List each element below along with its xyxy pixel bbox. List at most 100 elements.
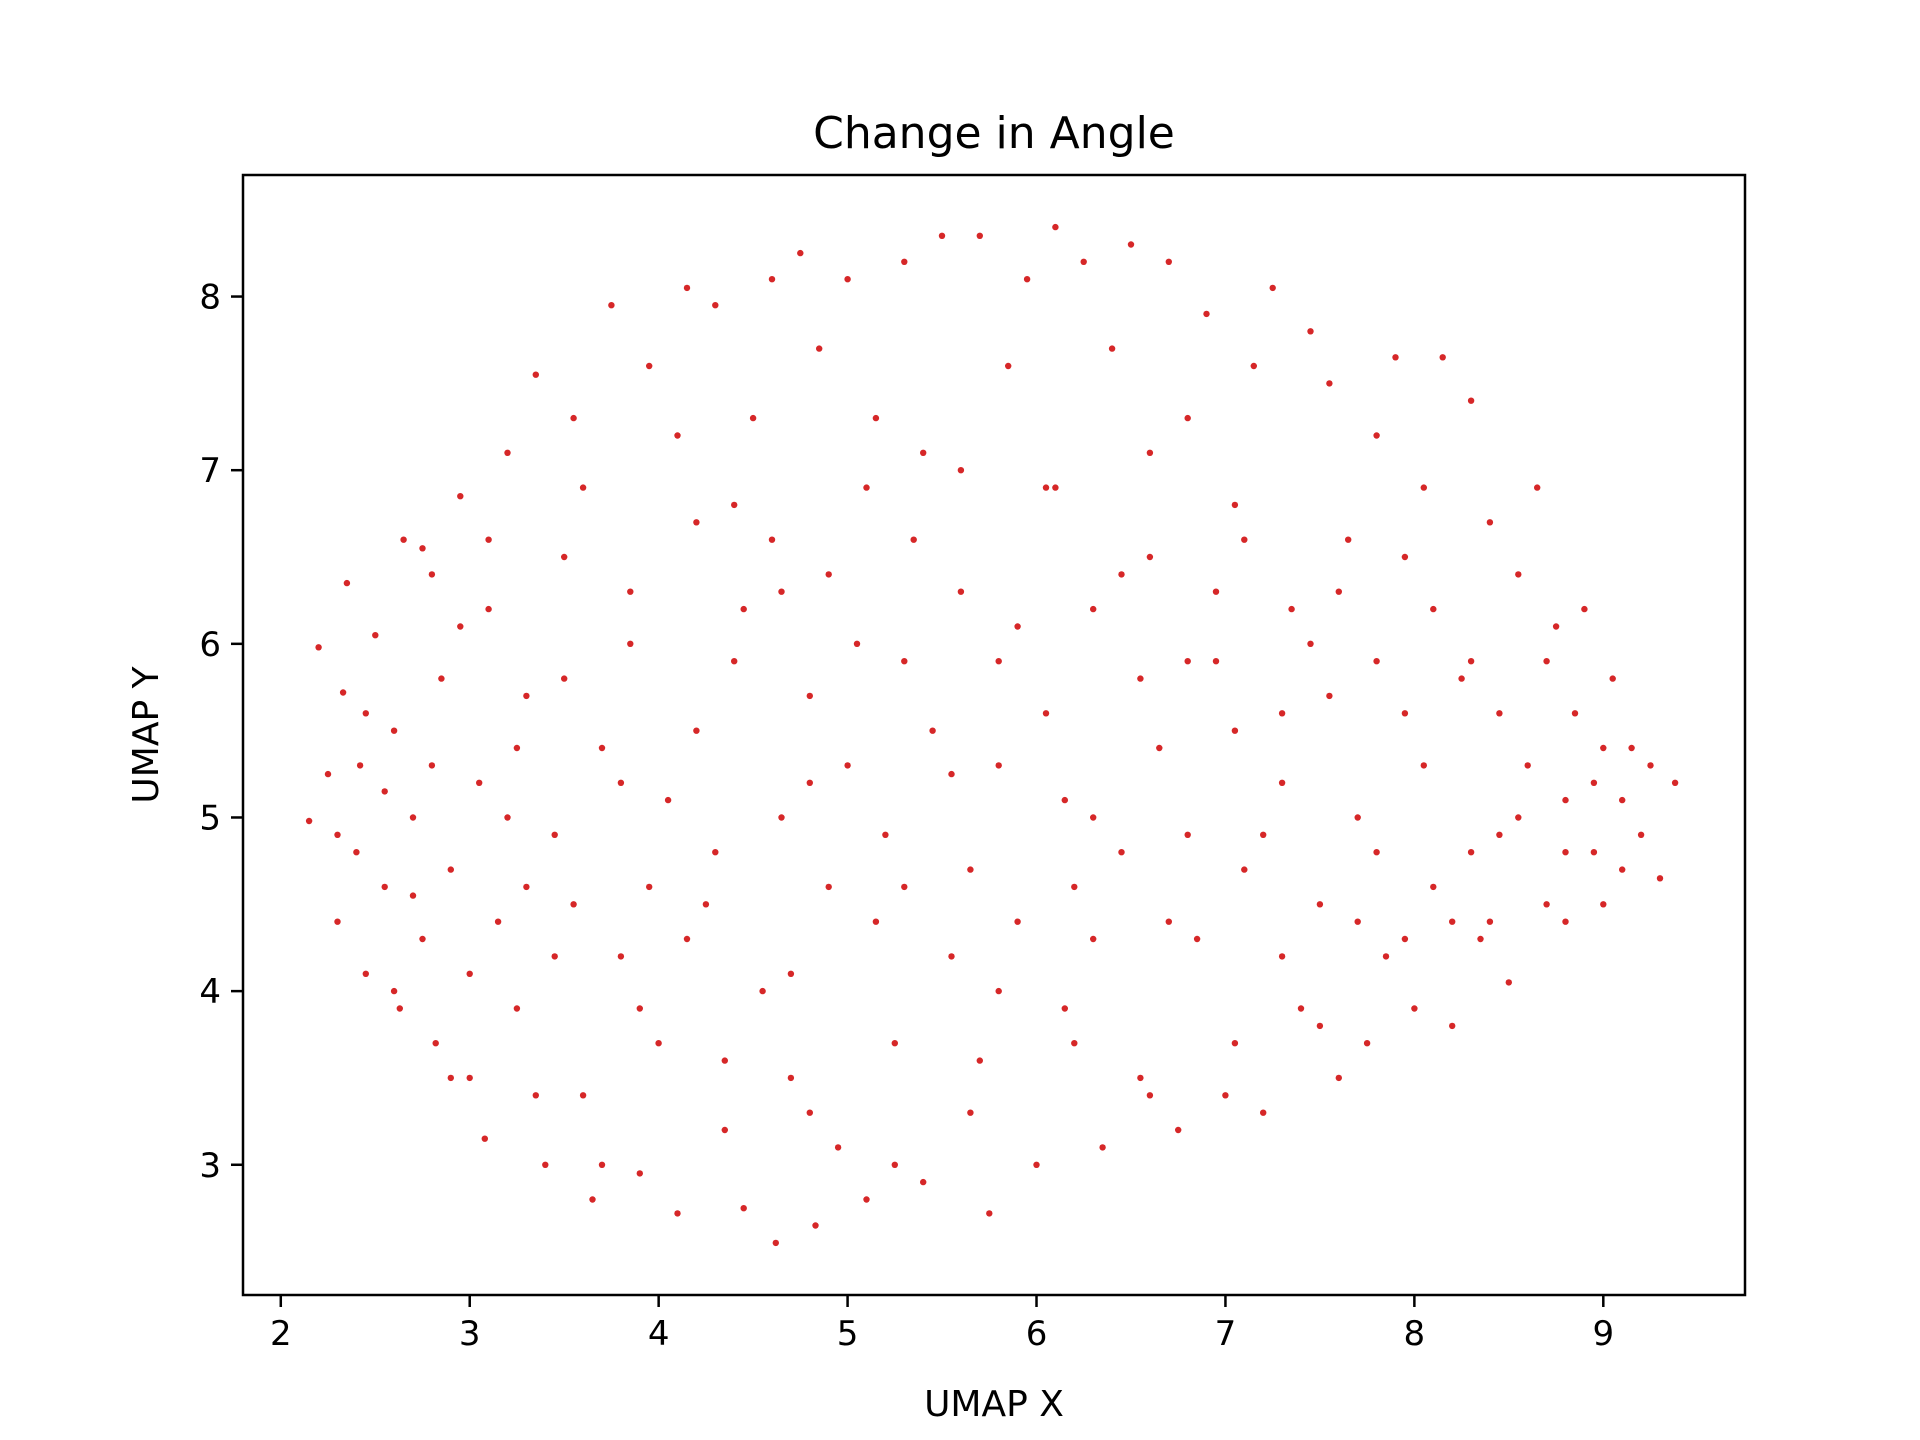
scatter-point <box>608 302 615 309</box>
scatter-point <box>1467 849 1475 856</box>
scatter-point <box>1118 849 1125 856</box>
scatter-point <box>1146 553 1154 561</box>
scatter-point <box>504 449 511 456</box>
scatter-point <box>1486 918 1494 925</box>
scatter-point <box>1146 449 1154 456</box>
scatter-point <box>438 675 445 682</box>
scatter-point <box>1260 831 1267 838</box>
scatter-point <box>768 536 776 543</box>
scatter-point <box>740 1205 747 1212</box>
scatter-point <box>466 1074 473 1082</box>
scatter-point <box>920 449 927 456</box>
scatter-point <box>570 414 577 422</box>
scatter-point <box>561 553 568 561</box>
scatter-point <box>872 918 880 925</box>
scatter-point <box>513 1005 521 1012</box>
scatter-point <box>390 987 398 995</box>
scatter-point <box>995 658 1002 665</box>
scatter-point <box>1420 484 1428 491</box>
scatter-point <box>1165 918 1173 925</box>
scatter-point <box>1515 814 1522 821</box>
scatter-point <box>674 1210 681 1217</box>
scatter-point <box>324 770 332 778</box>
scatter-point <box>1430 605 1437 613</box>
scatter-point <box>1090 605 1097 613</box>
scatter-point <box>617 779 625 786</box>
scatter-point <box>1231 501 1239 509</box>
scatter-point <box>1401 710 1409 717</box>
scatter-point <box>1671 779 1679 786</box>
scatter-point <box>1562 796 1569 804</box>
scatter-point <box>1373 849 1380 856</box>
scatter-point <box>466 970 473 977</box>
scatter-point <box>655 1040 662 1047</box>
scatter-point <box>1137 675 1144 682</box>
scatter-point <box>1005 362 1012 370</box>
scatter-point <box>1241 866 1248 873</box>
scatter-point <box>1307 640 1314 647</box>
scatter-point <box>1061 796 1069 804</box>
scatter-point <box>853 640 861 647</box>
plot-frame <box>241 173 1747 1297</box>
scatter-point <box>664 796 672 804</box>
scatter-point <box>1590 779 1598 786</box>
y-axis-label: UMAP Y <box>126 665 167 803</box>
scatter-point <box>1042 710 1050 717</box>
x-tick-label: 2 <box>270 1314 292 1354</box>
scatter-point <box>561 675 568 682</box>
scatter-point <box>1052 484 1059 491</box>
scatter-point <box>1505 979 1513 986</box>
scatter-point <box>419 545 426 552</box>
scatter-point <box>1184 658 1191 665</box>
scatter-point <box>598 1161 606 1169</box>
scatter-point <box>1212 588 1220 595</box>
scatter-point <box>976 1057 983 1064</box>
scatter-point <box>967 866 974 873</box>
scatter-point <box>768 276 776 283</box>
scatter-point <box>778 588 785 595</box>
scatter-point <box>1326 380 1333 387</box>
x-axis-label: UMAP X <box>924 1384 1064 1425</box>
scatter-point <box>598 744 606 752</box>
scatter-point <box>1496 831 1503 838</box>
scatter-point <box>693 727 700 734</box>
y-tick-label: 4 <box>199 972 221 1012</box>
scatter-point <box>778 814 785 821</box>
scatter-point <box>627 588 634 595</box>
scatter-point <box>457 493 464 500</box>
scatter-point <box>400 536 407 543</box>
scatter-point <box>1477 935 1484 943</box>
scatter-point <box>1467 397 1475 404</box>
scatter-point <box>419 935 426 943</box>
scatter-point <box>372 632 379 639</box>
scatter-point <box>1335 588 1343 595</box>
scatter-point <box>494 918 502 925</box>
scatter-point <box>872 414 880 422</box>
scatter-point <box>409 814 417 821</box>
scatter-point <box>683 284 691 292</box>
scatter-point <box>1080 258 1087 265</box>
scatter-point <box>825 883 832 891</box>
scatter-point <box>1335 1074 1343 1082</box>
scatter-point <box>428 762 436 769</box>
scatter-point <box>683 935 691 943</box>
scatter-point <box>523 692 530 700</box>
scatter-point <box>721 1126 728 1134</box>
scatter-point <box>579 1092 587 1099</box>
scatter-point <box>816 345 823 352</box>
scatter-point <box>339 689 347 696</box>
scatter-point <box>1496 710 1503 717</box>
scatter-point <box>1401 553 1409 561</box>
scatter-point <box>1023 276 1031 283</box>
scatter-point <box>844 762 851 769</box>
scatter-point <box>627 640 634 647</box>
scatter-point <box>636 1170 643 1177</box>
scatter-point <box>1458 675 1465 682</box>
scatter-point <box>1231 727 1239 734</box>
scatter-point <box>447 1074 454 1082</box>
scatter-point <box>1316 1022 1324 1030</box>
scatter-point <box>409 892 417 899</box>
scatter-point <box>1316 901 1324 908</box>
scatter-point <box>1231 1040 1239 1047</box>
scatter-point <box>702 901 710 908</box>
